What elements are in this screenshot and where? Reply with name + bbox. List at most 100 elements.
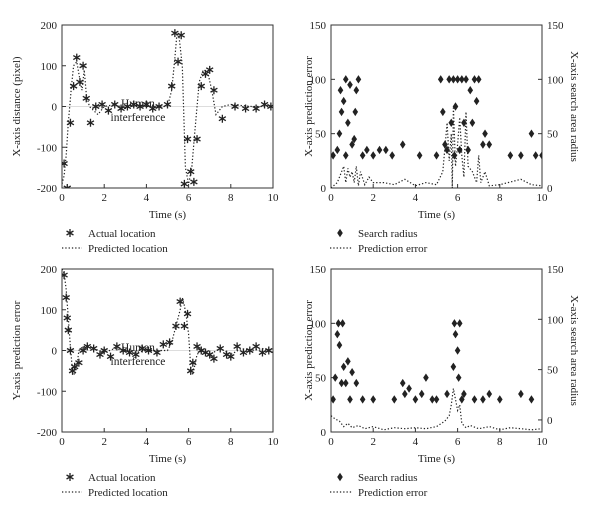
data-point-radius xyxy=(467,86,474,95)
data-point-radius xyxy=(340,362,347,371)
data-point-actual xyxy=(227,352,235,361)
data-point-radius xyxy=(454,75,461,84)
data-point-actual xyxy=(113,342,121,351)
data-point-actual xyxy=(63,184,72,188)
x-tick-label: 8 xyxy=(497,436,503,448)
y-tick-label: 100 xyxy=(310,74,327,86)
x-tick-label: 4 xyxy=(144,192,150,204)
data-point-radius xyxy=(455,373,462,382)
plot-area xyxy=(331,319,542,431)
data-point-radius xyxy=(359,395,366,404)
legend-radius-marker xyxy=(337,472,343,482)
data-point-radius xyxy=(473,96,480,106)
x-tick-label: 8 xyxy=(497,192,503,204)
y2-tick-label: 150 xyxy=(547,20,564,32)
chart-panel-3: 0 2 4 6 8 10 -200 -100 0 100 200 Time (s) Y-axis pre… xyxy=(11,264,279,465)
data-point-actual xyxy=(193,342,201,351)
legend-predicted-label: Predicted location xyxy=(88,243,168,255)
x-tick-label: 2 xyxy=(101,192,107,204)
y-tick-label: -100 xyxy=(37,142,58,154)
data-point-actual xyxy=(91,102,100,111)
data-point-actual xyxy=(176,297,184,306)
y-axis-label: X-axis prediction error xyxy=(303,300,315,401)
y2-axis-label: X-axis search area radius xyxy=(568,295,580,406)
data-point-actual xyxy=(252,104,260,113)
data-point-actual xyxy=(260,100,269,109)
x-tick-label: 0 xyxy=(328,192,334,204)
data-point-radius xyxy=(429,395,436,404)
data-point-actual xyxy=(159,340,168,349)
data-point-actual xyxy=(69,82,78,91)
data-point-radius xyxy=(349,140,355,149)
data-point-actual xyxy=(62,159,68,168)
data-point-radius xyxy=(532,151,539,160)
x-tick-label: 8 xyxy=(228,436,234,448)
legend-3: Actual location Predicted location xyxy=(62,472,168,499)
y-tick-label: 150 xyxy=(310,264,327,276)
y-axis-label: X-axis prediction error xyxy=(303,56,315,157)
x-tick-label: 2 xyxy=(370,436,376,448)
data-point-radius xyxy=(353,378,360,388)
data-point-radius xyxy=(331,395,336,404)
data-point-actual xyxy=(180,179,189,188)
data-point-actual xyxy=(86,118,95,127)
y2-tick-label: 50 xyxy=(547,129,559,141)
data-point-radius xyxy=(456,145,463,155)
data-point-radius xyxy=(389,151,395,160)
data-point-radius xyxy=(440,107,446,117)
data-point-actual xyxy=(104,106,113,115)
y-tick-label: 100 xyxy=(41,305,58,317)
data-point-radius xyxy=(480,395,486,404)
data-point-actual xyxy=(233,342,241,351)
data-point-radius xyxy=(340,96,347,106)
data-point-radius xyxy=(347,395,353,404)
data-point-radius xyxy=(444,389,450,399)
legend-1: Actual location Predicted location xyxy=(62,228,168,255)
data-point-radius xyxy=(351,134,358,144)
legend-radius-label: Search radius xyxy=(358,472,418,484)
data-point-radius xyxy=(433,395,440,404)
data-point-actual xyxy=(177,31,186,40)
data-point-radius xyxy=(342,378,349,388)
data-point-actual xyxy=(62,293,71,302)
data-point-actual xyxy=(258,348,267,357)
x-tick-label: 6 xyxy=(186,192,192,204)
y-tick-label: 200 xyxy=(41,20,58,32)
y-tick-label: 100 xyxy=(310,318,327,330)
y-axis-label: X-axis distance (pixel) xyxy=(11,56,23,157)
data-point-actual xyxy=(165,338,174,347)
data-point-actual xyxy=(75,358,83,367)
legend-actual-marker xyxy=(66,473,74,481)
data-point-radius xyxy=(461,389,467,399)
data-point-actual xyxy=(155,102,163,111)
data-point-actual xyxy=(98,100,106,109)
data-point-radius xyxy=(335,319,342,328)
data-point-radius xyxy=(353,86,360,95)
data-point-radius xyxy=(528,395,535,404)
data-point-radius xyxy=(469,118,476,127)
data-point-actual xyxy=(183,309,192,318)
data-point-radius xyxy=(507,151,514,160)
y-tick-label: 150 xyxy=(310,20,327,32)
data-point-radius xyxy=(454,346,461,355)
x-tick-label: 6 xyxy=(186,436,192,448)
data-point-actual xyxy=(174,57,182,66)
data-point-radius xyxy=(339,319,346,328)
y2-tick-label: 0 xyxy=(547,415,553,427)
y-tick-label: 50 xyxy=(315,129,327,141)
data-point-actual xyxy=(64,326,73,335)
y2-axis-label: X-axis search area radius xyxy=(568,51,580,162)
data-point-actual xyxy=(205,65,214,74)
x-tick-label: 4 xyxy=(413,192,419,204)
legend-error-label: Prediction error xyxy=(358,487,428,499)
x-tick-label: 0 xyxy=(59,192,65,204)
data-point-actual xyxy=(63,313,72,322)
data-point-radius xyxy=(446,75,452,84)
data-point-radius xyxy=(349,368,355,377)
data-point-radius xyxy=(450,362,457,371)
x-tick-label: 8 xyxy=(228,192,234,204)
data-point-actual xyxy=(153,348,161,357)
